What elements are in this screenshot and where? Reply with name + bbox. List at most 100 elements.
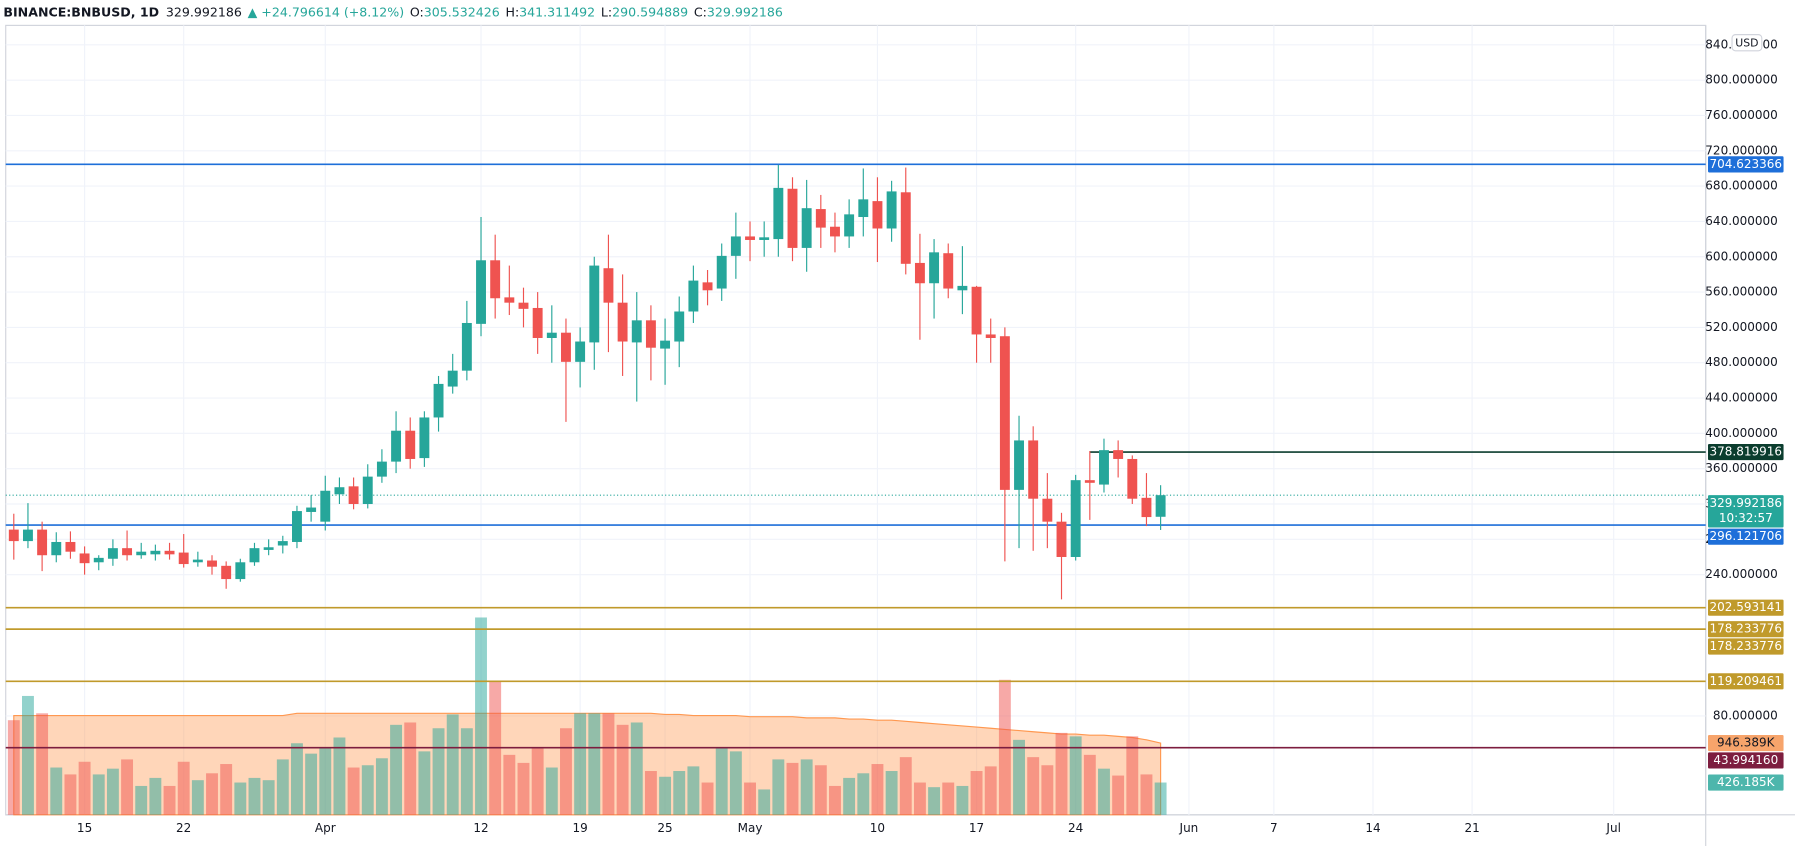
volume-layer	[7, 617, 1167, 816]
x-tick-label: May	[738, 821, 763, 835]
x-tick-label: 21	[1464, 821, 1479, 835]
candle-body	[405, 430, 416, 459]
price-label-bg	[1707, 621, 1784, 638]
volume-bar	[758, 789, 771, 815]
candle-body	[844, 214, 855, 237]
candle-body	[999, 336, 1010, 490]
volume-bar	[446, 714, 459, 815]
price-label-bg	[1707, 599, 1784, 616]
volume-bar	[616, 724, 629, 815]
y-tick-label: 680.000000	[1705, 179, 1778, 193]
volume-bar	[121, 759, 134, 815]
volume-bar	[234, 782, 247, 815]
price-label: 426.185K	[1717, 775, 1776, 789]
candle-body	[943, 253, 954, 289]
volume-bar	[361, 765, 374, 815]
volume-bar	[262, 780, 275, 815]
candle-body	[688, 280, 699, 312]
candle-body	[759, 237, 770, 240]
candle-body	[37, 529, 48, 556]
candle-body	[957, 285, 968, 291]
candle-body	[93, 557, 104, 563]
x-tick-label: 10	[870, 821, 885, 835]
volume-bar	[928, 787, 941, 815]
volume-bar	[36, 713, 49, 815]
candle-body	[476, 260, 486, 324]
candle-body	[730, 236, 741, 256]
y-tick-label: 360.000000	[1705, 461, 1778, 475]
volume-bar	[1154, 782, 1167, 815]
candle-body	[872, 201, 883, 229]
candle-body	[546, 332, 557, 338]
volume-bar	[50, 767, 63, 815]
volume-bar	[1126, 736, 1139, 815]
candle-body	[1127, 458, 1138, 499]
volume-bar	[517, 762, 530, 815]
candle-body	[900, 192, 911, 264]
y-tick-label: 560.000000	[1705, 285, 1778, 299]
price-label: 10:32:57	[1719, 511, 1773, 525]
volume-bar	[191, 780, 204, 815]
price-label: 202.593141	[1710, 600, 1783, 614]
volume-bar	[913, 782, 926, 815]
volume-bar	[744, 782, 756, 815]
volume-bar	[92, 774, 105, 815]
candle-body	[532, 307, 543, 338]
volume-bar	[630, 722, 643, 815]
candle-body	[645, 320, 656, 348]
volume-bar	[390, 724, 403, 815]
volume-bar	[956, 785, 969, 815]
volume-bar	[305, 753, 318, 815]
volume-bar	[772, 759, 785, 815]
volume-bar	[829, 785, 841, 815]
candle-body	[518, 302, 529, 309]
volume-bar	[899, 757, 912, 815]
candle-body	[362, 476, 373, 505]
candle-body	[631, 320, 642, 343]
candle-body	[376, 461, 387, 477]
candle-body	[858, 199, 869, 218]
candle-body	[207, 560, 217, 567]
candle-body	[51, 541, 62, 556]
volume-bar	[333, 737, 346, 815]
candle-body	[348, 486, 359, 505]
volume-bar	[1013, 739, 1025, 815]
header-field: ▲ +24.796614 (+8.12%)	[248, 4, 404, 19]
candle-body	[575, 341, 586, 362]
candle-body	[8, 529, 19, 542]
y-tick-label: 440.000000	[1705, 391, 1778, 405]
candle-body	[504, 297, 515, 303]
price-label: 946.389K	[1717, 736, 1776, 750]
candle-body	[801, 208, 812, 248]
candle-body	[249, 548, 260, 563]
volume-bar	[432, 728, 445, 815]
candle-body	[79, 553, 90, 564]
volume-bar	[1041, 765, 1054, 815]
volume-bar	[78, 761, 91, 815]
y-tick-label: 760.000000	[1705, 108, 1778, 122]
candle-body	[985, 334, 996, 338]
volume-bar	[220, 764, 233, 815]
volume-bar	[885, 771, 898, 815]
price-label-bg	[1707, 735, 1784, 752]
price-label: 296.121706	[1710, 529, 1783, 543]
price-label: 119.209461	[1710, 674, 1783, 688]
x-tick-label: 24	[1068, 821, 1083, 835]
volume-bar	[177, 761, 190, 815]
y-tick-label: 640.000000	[1705, 214, 1778, 228]
candle-body	[1113, 450, 1124, 459]
candle-body	[22, 529, 33, 542]
volume-bar	[248, 777, 261, 815]
candle-body	[164, 550, 175, 555]
price-label-bg	[1707, 156, 1784, 173]
x-tick-label: 17	[969, 821, 984, 835]
candle-body	[702, 282, 713, 291]
price-label: 329.992186	[1710, 496, 1783, 510]
price-label: 704.623366	[1710, 157, 1783, 171]
volume-bar	[729, 751, 742, 815]
candle-body	[1155, 495, 1166, 517]
candle-body	[886, 191, 897, 229]
candle-body	[1056, 521, 1067, 557]
volume-bar	[135, 785, 148, 815]
volume-bar	[1027, 757, 1040, 815]
